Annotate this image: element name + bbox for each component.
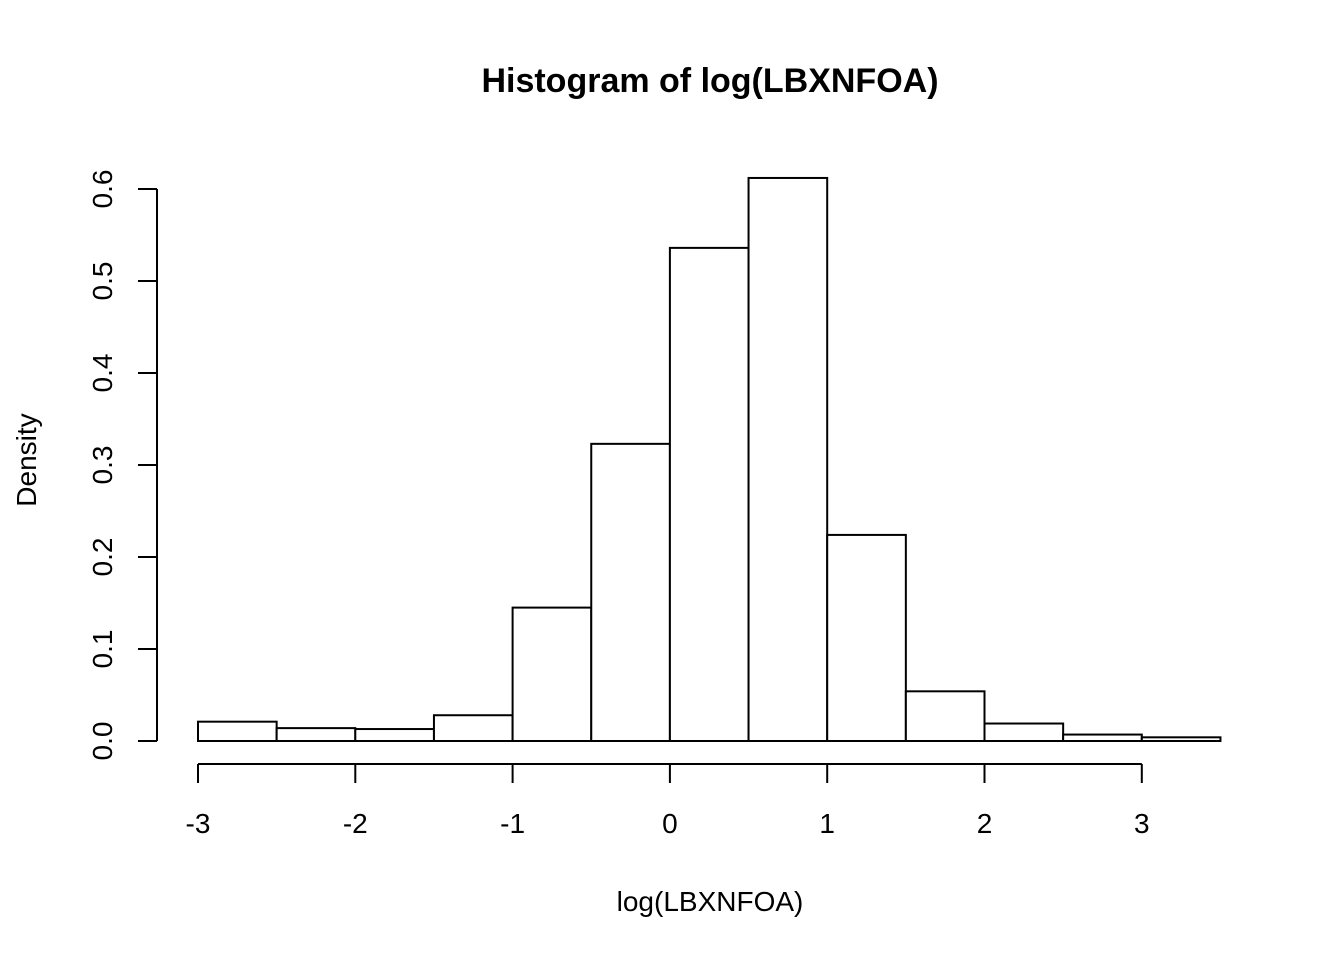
x-tick-label-6: 3 [1134,808,1150,839]
x-tick-label-2: -1 [500,808,525,839]
y-axis: 0.0 0.1 0.2 0.3 0.4 0.5 0.6 [87,170,158,761]
histogram-bar-11 [1062,733,1143,742]
y-tick-label-0: 0.0 [87,722,118,761]
x-axis-label: log(LBXNFOA) [617,886,804,917]
x-tick-label-4: 1 [819,808,835,839]
histogram-bar-6 [668,246,750,742]
x-tick-label-0: -3 [186,808,211,839]
histogram-bar-2 [354,728,435,742]
x-axis: -3 -2 -1 0 1 2 3 [186,763,1150,839]
histogram-bar-1 [275,727,357,742]
histogram-bar-4 [511,606,593,742]
histogram-bars [197,176,1222,743]
histogram-bar-8 [826,533,907,742]
x-tick-label-1: -2 [343,808,368,839]
histogram-bar-7 [747,176,829,742]
y-tick-label-3: 0.3 [87,446,118,485]
histogram-bar-12 [1140,736,1222,743]
y-tick-label-2: 0.2 [87,538,118,577]
histogram-bar-10 [983,722,1065,743]
y-tick-label-5: 0.5 [87,262,118,301]
x-tick-label-3: 0 [662,808,678,839]
y-tick-label-1: 0.1 [87,630,118,669]
histogram-bar-0 [197,720,278,742]
chart-title: Histogram of log(LBXNFOA) [481,62,938,100]
y-tick-label-4: 0.4 [87,354,118,393]
y-axis-label: Density [11,413,42,506]
histogram-bar-5 [590,442,671,742]
histogram-bar-3 [432,714,514,742]
histogram-bar-9 [904,690,986,743]
y-tick-label-6: 0.6 [87,170,118,209]
x-tick-label-5: 2 [977,808,993,839]
